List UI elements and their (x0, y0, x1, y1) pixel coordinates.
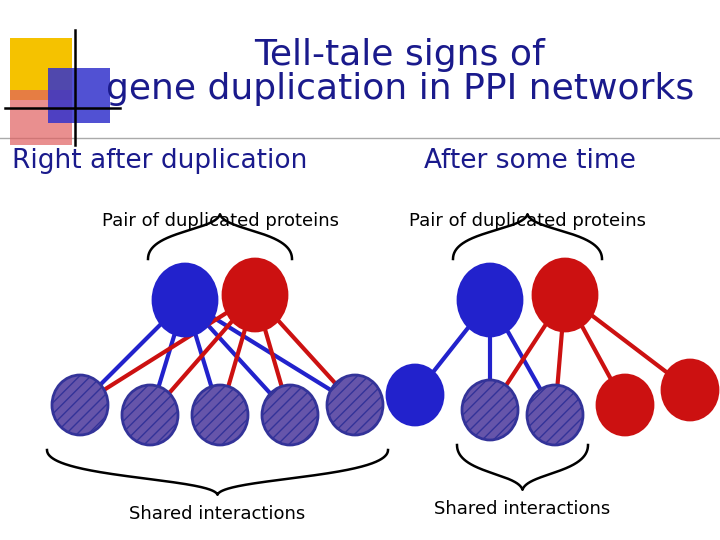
Text: Tell-tale signs of: Tell-tale signs of (255, 38, 545, 72)
Text: After some time: After some time (424, 148, 636, 174)
Ellipse shape (327, 375, 383, 435)
Ellipse shape (262, 385, 318, 445)
Bar (10, 90, 72, 145)
Ellipse shape (533, 259, 597, 331)
Text: Shared interactions: Shared interactions (434, 500, 611, 518)
Ellipse shape (462, 380, 518, 440)
Text: Pair of duplicated proteins: Pair of duplicated proteins (102, 212, 338, 230)
Text: Right after duplication: Right after duplication (12, 148, 307, 174)
Bar (10, 38, 72, 100)
Text: Pair of duplicated proteins: Pair of duplicated proteins (409, 212, 646, 230)
Ellipse shape (387, 365, 443, 425)
Ellipse shape (153, 264, 217, 336)
Ellipse shape (458, 264, 522, 336)
Ellipse shape (662, 360, 718, 420)
Ellipse shape (192, 385, 248, 445)
Ellipse shape (52, 375, 108, 435)
Ellipse shape (122, 385, 178, 445)
Ellipse shape (597, 375, 653, 435)
Ellipse shape (527, 385, 583, 445)
Text: gene duplication in PPI networks: gene duplication in PPI networks (106, 72, 694, 106)
Text: Shared interactions: Shared interactions (130, 505, 305, 523)
Bar (48, 68, 110, 123)
Ellipse shape (223, 259, 287, 331)
